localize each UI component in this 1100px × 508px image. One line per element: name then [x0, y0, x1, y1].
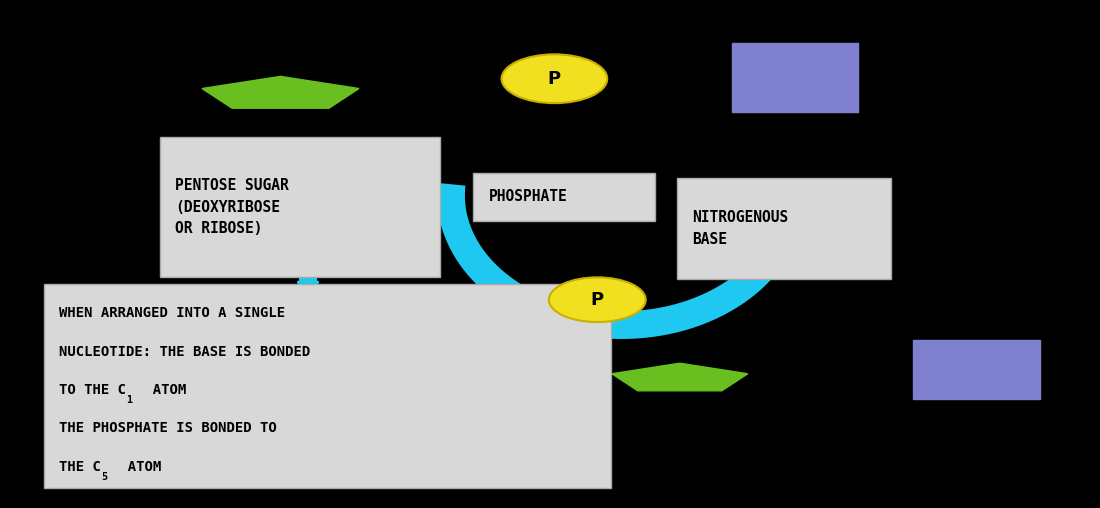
- Text: PHOSPHATE: PHOSPHATE: [488, 189, 568, 204]
- Polygon shape: [600, 155, 636, 190]
- Text: THE PHOSPHATE IS BONDED TO: THE PHOSPHATE IS BONDED TO: [59, 421, 277, 435]
- Text: WHEN ARRANGED INTO A SINGLE: WHEN ARRANGED INTO A SINGLE: [59, 306, 286, 320]
- Text: PENTOSE SUGAR
(DEOXYRIBOSE
OR RIBOSE): PENTOSE SUGAR (DEOXYRIBOSE OR RIBOSE): [175, 178, 288, 236]
- Text: TO THE C: TO THE C: [59, 383, 126, 397]
- Circle shape: [549, 277, 646, 322]
- Text: 5: 5: [101, 471, 107, 482]
- Bar: [160, 137, 440, 277]
- Bar: [473, 173, 654, 221]
- Text: ATOM: ATOM: [136, 383, 187, 397]
- Text: NUCLEOTIDE: THE BASE IS BONDED: NUCLEOTIDE: THE BASE IS BONDED: [59, 344, 310, 359]
- Bar: [732, 43, 858, 112]
- Polygon shape: [612, 363, 748, 391]
- Polygon shape: [600, 193, 636, 230]
- Text: NITROGENOUS
BASE: NITROGENOUS BASE: [692, 210, 788, 247]
- Bar: [676, 178, 891, 279]
- Text: P: P: [548, 70, 561, 88]
- Text: 1: 1: [126, 395, 132, 405]
- Text: THE C: THE C: [59, 460, 101, 473]
- Text: ATOM: ATOM: [111, 460, 162, 473]
- Bar: [44, 284, 610, 488]
- Polygon shape: [682, 61, 748, 102]
- Polygon shape: [202, 76, 359, 108]
- Bar: [913, 340, 1040, 399]
- Circle shape: [502, 54, 607, 103]
- Text: P: P: [591, 291, 604, 309]
